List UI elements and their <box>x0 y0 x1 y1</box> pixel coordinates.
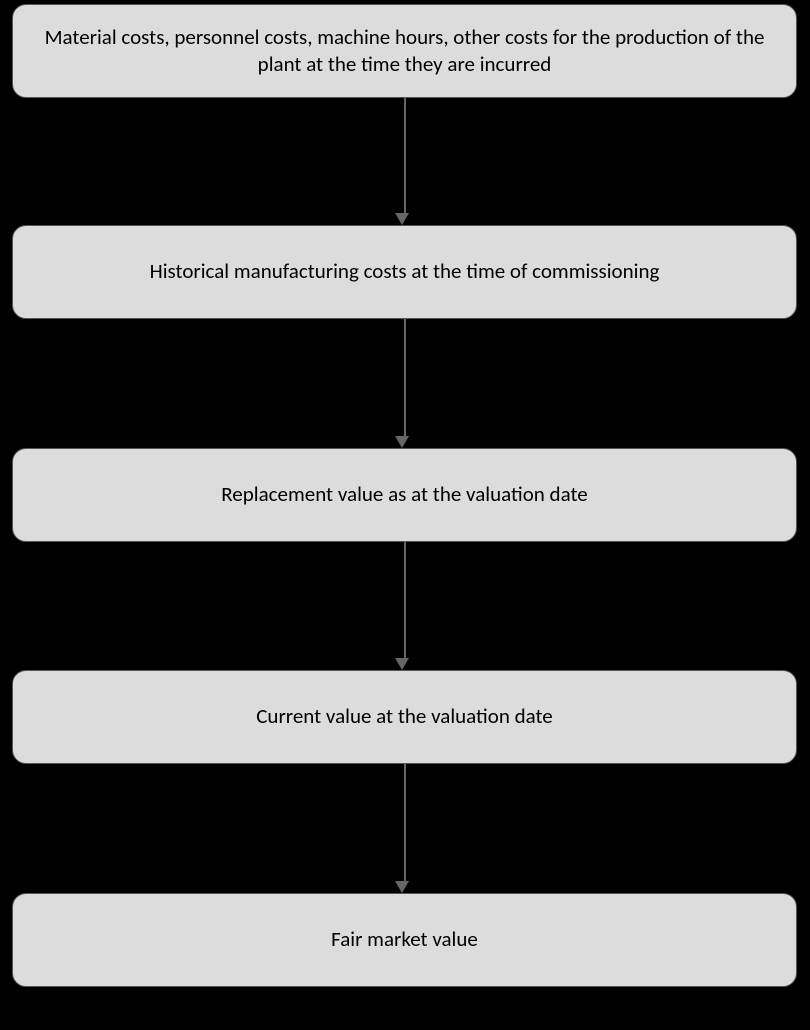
node-label: Historical manufacturing costs at the ti… <box>150 258 660 285</box>
flowchart-arrow <box>401 542 409 670</box>
flowchart-node: Current value at the valuation date <box>12 670 797 764</box>
node-label: Current value at the valuation date <box>256 703 553 730</box>
node-label: Replacement value as at the valuation da… <box>221 481 587 508</box>
node-label: Fair market value <box>331 926 478 953</box>
flowchart-node: Historical manufacturing costs at the ti… <box>12 225 797 319</box>
flowchart-arrow <box>401 98 409 225</box>
flowchart-node: Fair market value <box>12 893 797 987</box>
flowchart-arrow <box>401 764 409 893</box>
flowchart-node: Replacement value as at the valuation da… <box>12 448 797 542</box>
flowchart-arrow <box>401 319 409 448</box>
flowchart-container: Material costs, personnel costs, machine… <box>0 0 810 1030</box>
node-label: Material costs, personnel costs, machine… <box>33 24 776 79</box>
flowchart-node: Material costs, personnel costs, machine… <box>12 4 797 98</box>
